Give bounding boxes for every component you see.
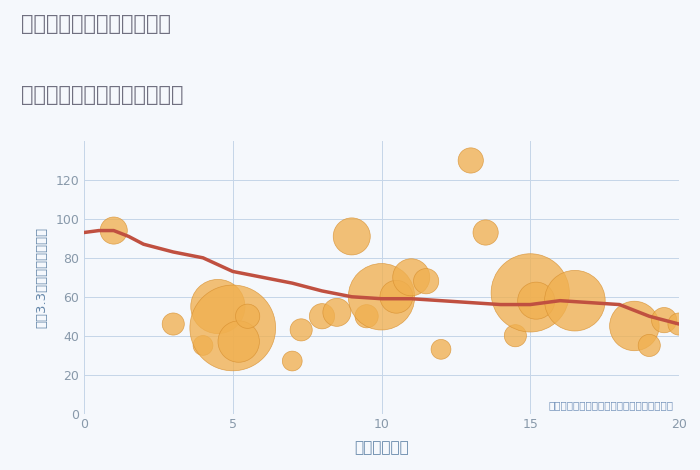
Ellipse shape — [333, 218, 370, 255]
Ellipse shape — [190, 285, 276, 371]
Ellipse shape — [309, 304, 335, 329]
Ellipse shape — [355, 305, 378, 328]
Ellipse shape — [652, 307, 677, 333]
Ellipse shape — [504, 325, 526, 347]
X-axis label: 駅距離（分）: 駅距離（分） — [354, 440, 409, 455]
Ellipse shape — [668, 313, 690, 335]
Ellipse shape — [218, 321, 260, 362]
Ellipse shape — [380, 280, 413, 313]
Text: 大阪府東大阪市南四条町の: 大阪府東大阪市南四条町の — [21, 14, 171, 34]
Ellipse shape — [610, 301, 659, 351]
Ellipse shape — [290, 319, 312, 341]
Ellipse shape — [458, 148, 484, 173]
Ellipse shape — [431, 339, 451, 359]
Ellipse shape — [100, 217, 127, 244]
Ellipse shape — [162, 313, 184, 335]
Ellipse shape — [491, 254, 569, 332]
Ellipse shape — [323, 298, 351, 326]
Ellipse shape — [518, 282, 554, 319]
Ellipse shape — [235, 304, 260, 329]
Ellipse shape — [393, 259, 430, 296]
Ellipse shape — [191, 279, 245, 334]
Text: 駅距離別中古マンション価格: 駅距離別中古マンション価格 — [21, 85, 183, 105]
Ellipse shape — [282, 351, 302, 371]
Ellipse shape — [349, 264, 414, 330]
Ellipse shape — [193, 336, 213, 355]
Text: 円の大きさは、取引のあった物件面積を示す: 円の大きさは、取引のあった物件面積を示す — [548, 400, 673, 410]
Ellipse shape — [414, 268, 439, 294]
Ellipse shape — [473, 220, 498, 245]
Y-axis label: 坪（3.3㎡）単価（万円）: 坪（3.3㎡）単価（万円） — [35, 227, 48, 328]
Ellipse shape — [638, 334, 660, 357]
Ellipse shape — [545, 270, 606, 331]
